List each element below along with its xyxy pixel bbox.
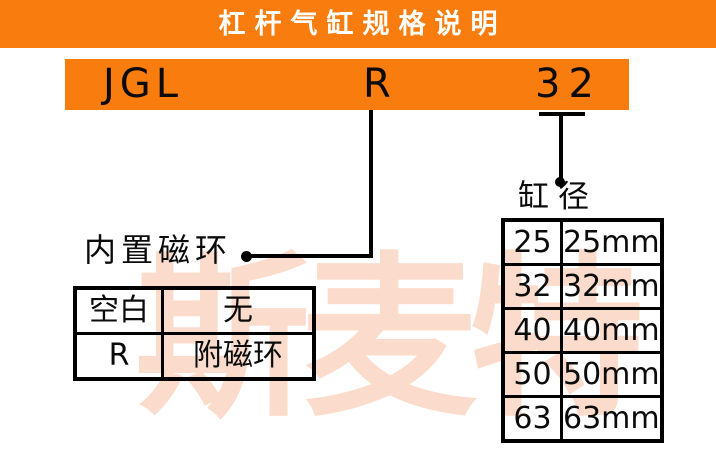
model-prefix: JGL bbox=[103, 61, 184, 107]
table-row: 25 25mm bbox=[501, 218, 664, 266]
magnet-section-label: 内置磁环 bbox=[84, 231, 233, 269]
bore-size-cell: 25mm bbox=[559, 218, 664, 266]
bore-code-cell: 63 bbox=[501, 395, 563, 443]
title-bar: 杠杆气缸规格说明 bbox=[0, 0, 716, 48]
bore-size-cell: 63mm bbox=[559, 395, 664, 443]
connector-option-endpoint-dot bbox=[241, 251, 252, 262]
model-code-bar: JGL R 32 bbox=[65, 59, 629, 110]
bore-size-cell: 50mm bbox=[559, 351, 664, 398]
table-row: 63 63mm bbox=[501, 395, 664, 443]
magnet-code-cell: 空白 bbox=[73, 286, 164, 335]
connector-bore-endpoint-dot bbox=[555, 177, 565, 187]
model-bore-code: 32 bbox=[535, 61, 602, 107]
magnet-desc-cell: 无 bbox=[161, 286, 316, 335]
table-row: 40 40mm bbox=[501, 307, 664, 354]
bore-code-cell: 25 bbox=[501, 218, 563, 266]
bore-size-cell: 40mm bbox=[559, 307, 664, 354]
magnet-desc-cell: 附磁环 bbox=[161, 332, 316, 381]
bore-section-label: 缸径 bbox=[518, 179, 598, 215]
bore-size-cell: 32mm bbox=[559, 263, 664, 310]
table-row: R 附磁环 bbox=[73, 332, 316, 381]
table-row: 32 32mm bbox=[501, 263, 664, 310]
bore-code-cell: 32 bbox=[501, 263, 563, 310]
table-row: 50 50mm bbox=[501, 351, 664, 398]
table-row: 空白 无 bbox=[73, 286, 316, 335]
connector-bore-vertical-line bbox=[559, 114, 563, 180]
magnet-code-cell: R bbox=[73, 332, 164, 381]
page-title: 杠杆气缸规格说明 bbox=[218, 8, 507, 40]
model-option-code: R bbox=[363, 61, 391, 107]
bore-table: 25 25mm 32 32mm 40 40mm 50 50mm 63 63mm bbox=[501, 218, 664, 443]
connector-option-vertical-line bbox=[369, 110, 373, 258]
connector-option-horizontal-line bbox=[247, 254, 373, 258]
bore-code-cell: 50 bbox=[501, 351, 563, 398]
magnet-table: 空白 无 R 附磁环 bbox=[73, 286, 316, 381]
bore-code-cell: 40 bbox=[501, 307, 563, 354]
